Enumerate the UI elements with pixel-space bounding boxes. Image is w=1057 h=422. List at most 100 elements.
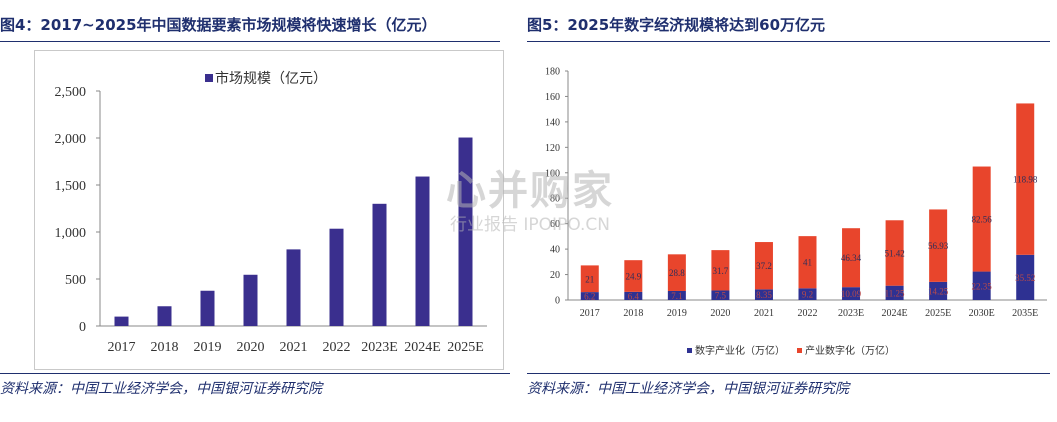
x-tick-label: 2021 — [280, 340, 308, 355]
bar-digital-industrialization — [754, 289, 773, 300]
bar-digital-industrialization — [842, 287, 861, 300]
data-label-industrial-digitalization: 51.42 — [884, 248, 904, 258]
x-tick-label: 2024E — [404, 340, 441, 355]
data-label-industrial-digitalization: 21 — [585, 274, 594, 284]
bar — [372, 203, 387, 326]
y-tick-label: 500 — [65, 273, 86, 288]
data-label-digital-industrialization: 8.35 — [756, 290, 772, 300]
bar-digital-industrialization — [929, 281, 948, 300]
x-tick-label: 2017 — [108, 340, 136, 355]
x-tick-label: 2018 — [151, 340, 179, 355]
y-tick-label: 100 — [545, 168, 560, 179]
bar-industrial-digitalization — [667, 254, 686, 291]
bar-industrial-digitalization — [798, 236, 817, 289]
y-tick-label: 0 — [79, 320, 86, 335]
data-label-industrial-digitalization: 24.9 — [625, 272, 641, 282]
x-tick-label: 2019 — [667, 308, 687, 319]
market-size-chart-svg: 0 500 1,000 1,500 2,000 2,500 2017 2018 2019 2020… — [55, 70, 487, 355]
legend-swatch-digital-industrialization — [687, 348, 692, 353]
right-figure-panel: 图5：2025年数字经济规模将达到60万亿元 0 20 40 60 80 100 120 14… — [527, 0, 1057, 422]
x-tick-label: 2020 — [710, 308, 730, 319]
data-label-industrial-digitalization: 28.8 — [669, 268, 685, 278]
data-label-digital-industrialization: 7.1 — [671, 291, 682, 301]
market-size-chart: 0 500 1,000 1,500 2,000 2,500 2017 2018 2019 2020… — [34, 50, 504, 370]
y-tick-label: 80 — [550, 194, 560, 205]
bar — [329, 228, 344, 326]
data-label-digital-industrialization: 6.4 — [628, 291, 640, 301]
data-label-digital-industrialization: 11.25 — [885, 288, 905, 298]
left-figure-title: 图4：2017~2025年中国数据要素市场规模将快速增长（亿元） — [0, 16, 437, 34]
bar-industrial-digitalization — [842, 228, 861, 288]
digital-economy-chart: 0 20 40 60 80 100 120 140 160 180 6.2 21 2017 6.4 24.9… — [527, 50, 1057, 368]
y-tick-label: 40 — [550, 245, 560, 256]
bar-digital-industrialization — [885, 285, 904, 300]
x-tick-label: 2017 — [580, 308, 600, 319]
bar — [458, 137, 473, 326]
x-tick-label: 2020 — [237, 340, 265, 355]
y-tick-label: 2,000 — [55, 132, 87, 147]
data-label-industrial-digitalization: 31.7 — [713, 266, 729, 276]
y-tick-label: 20 — [550, 270, 560, 281]
data-label-digital-industrialization: 6.2 — [584, 292, 595, 302]
y-tick-label: 2,500 — [55, 85, 87, 100]
x-tick-label: 2035E — [1012, 308, 1038, 319]
y-tick-label: 160 — [545, 92, 560, 103]
right-figure-source: 资料来源：中国工业经济学会，中国银河证券研究院 — [527, 381, 849, 397]
legend-swatch — [205, 74, 213, 82]
data-label-digital-industrialization: 14.25 — [928, 286, 949, 296]
data-label-digital-industrialization: 35.52 — [1015, 273, 1035, 283]
bar — [114, 316, 129, 326]
bar — [243, 274, 258, 326]
y-tick-label: 180 — [545, 67, 560, 78]
bar-digital-industrialization — [711, 290, 730, 300]
digital-economy-chart-svg: 0 20 40 60 80 100 120 140 160 180 6.2 21 2017 6.4 24.9… — [545, 67, 1047, 357]
data-label-digital-industrialization: 22.35 — [972, 281, 993, 291]
y-tick-label: 0 — [555, 296, 560, 307]
data-label-digital-industrialization: 9.2 — [802, 290, 813, 300]
data-label-digital-industrialization: 7.5 — [715, 291, 727, 301]
x-tick-label: 2025E — [925, 308, 951, 319]
y-tick-label: 120 — [545, 143, 560, 154]
x-tick-label: 2030E — [969, 308, 995, 319]
left-figure-source: 资料来源：中国工业经济学会，中国银河证券研究院 — [0, 381, 322, 397]
right-title-rule — [527, 41, 1050, 42]
bar — [415, 176, 430, 326]
data-label-digital-industrialization: 10.09 — [841, 289, 862, 299]
y-tick-label: 1,500 — [55, 179, 87, 194]
bar-digital-industrialization — [972, 271, 991, 300]
x-tick-label: 2019 — [194, 340, 222, 355]
y-tick-label: 140 — [545, 117, 560, 128]
bar-digital-industrialization — [667, 290, 686, 300]
bar-digital-industrialization — [1016, 254, 1035, 300]
legend-label-industrial-digitalization: 产业数字化（万亿） — [805, 344, 895, 357]
data-label-industrial-digitalization: 46.34 — [841, 253, 862, 263]
bar-industrial-digitalization — [580, 265, 599, 293]
bar-digital-industrialization — [624, 291, 643, 300]
right-figure-title: 图5：2025年数字经济规模将达到60万亿元 — [527, 16, 826, 34]
left-bottom-rule — [0, 373, 510, 374]
right-bottom-rule — [527, 373, 1050, 374]
bar-industrial-digitalization — [972, 166, 991, 272]
bar — [157, 306, 172, 326]
bar-industrial-digitalization — [754, 242, 773, 290]
x-tick-label: 2022 — [323, 340, 351, 355]
x-tick-label: 2024E — [882, 308, 908, 319]
legend-swatch-industrial-digitalization — [797, 348, 802, 353]
bar-industrial-digitalization — [885, 220, 904, 286]
legend-label: 市场规模（亿元） — [215, 70, 327, 87]
left-figure-panel: 图4：2017~2025年中国数据要素市场规模将快速增长（亿元） 0 500 1,0… — [0, 0, 510, 422]
bar — [200, 290, 215, 326]
bar-industrial-digitalization — [624, 260, 643, 292]
y-tick-label: 1,000 — [55, 226, 87, 241]
data-label-industrial-digitalization: 37.2 — [756, 261, 772, 271]
left-title-rule — [0, 41, 500, 42]
bar-digital-industrialization — [798, 288, 817, 300]
x-tick-label: 2025E — [447, 340, 484, 355]
data-label-industrial-digitalization: 82.56 — [972, 215, 993, 225]
y-tick-label: 60 — [550, 219, 560, 230]
x-tick-label: 2023E — [361, 340, 398, 355]
legend-label-digital-industrialization: 数字产业化（万亿） — [695, 344, 785, 357]
data-label-industrial-digitalization: 118.98 — [1013, 175, 1038, 185]
x-tick-label: 2018 — [623, 308, 643, 319]
bar-industrial-digitalization — [1016, 103, 1035, 255]
